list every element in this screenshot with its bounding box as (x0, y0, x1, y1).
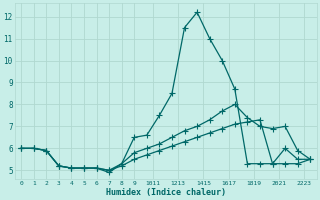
X-axis label: Humidex (Indice chaleur): Humidex (Indice chaleur) (106, 188, 226, 197)
